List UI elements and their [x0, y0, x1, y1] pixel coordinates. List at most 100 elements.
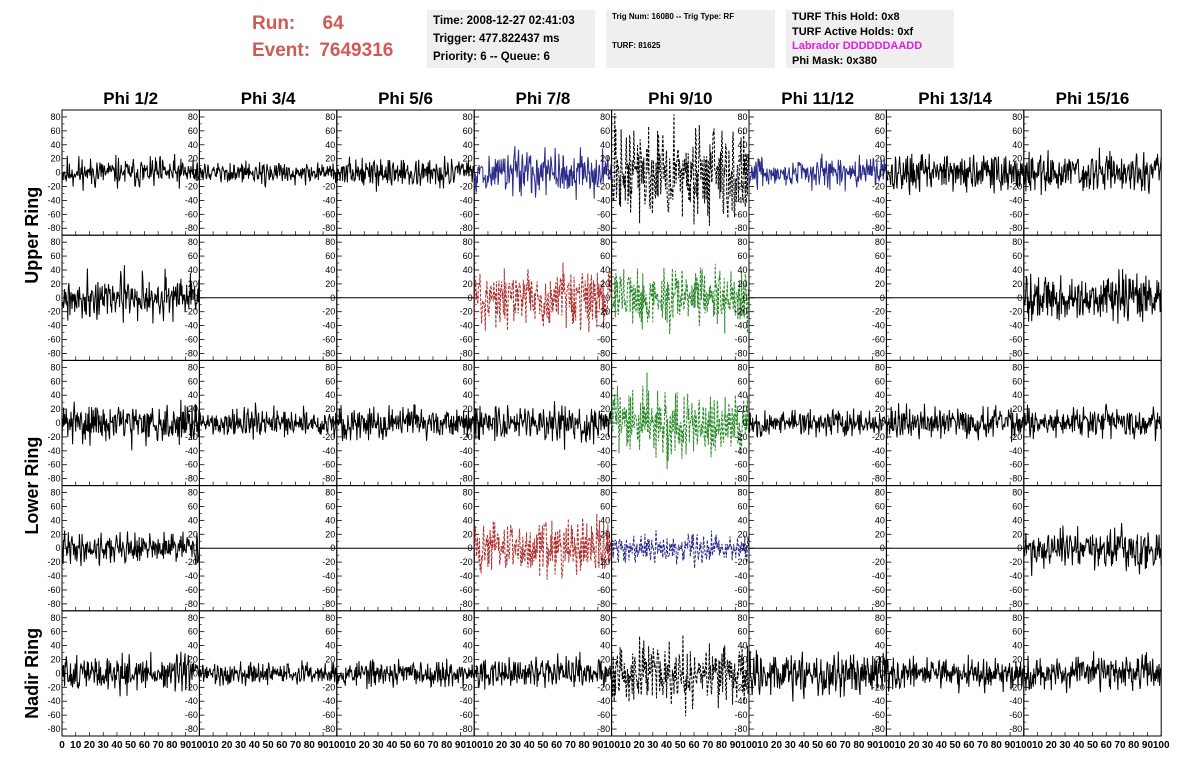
waveform-line — [1023, 651, 1162, 694]
column-header: Phi 5/6 — [378, 89, 433, 108]
y-tick-label: 60 — [875, 126, 885, 136]
x-tick-label: 30 — [98, 740, 110, 751]
y-tick-label: -80 — [185, 348, 198, 358]
y-tick-label: -60 — [322, 209, 335, 219]
waveform-panel: -80 -60 -40 -20 0 20 40 60 80 — [872, 610, 1025, 737]
y-tick-label: -20 — [872, 307, 885, 317]
waveform-line — [1023, 403, 1162, 442]
waveform-panel: -80 -60 -40 -20 0 20 40 60 80 — [460, 485, 613, 612]
x-tick-label: 10 — [482, 740, 494, 751]
waveform-line — [198, 660, 338, 687]
y-tick-label: -60 — [1009, 209, 1022, 219]
waveform-line — [611, 530, 750, 569]
y-tick-label: 0 — [880, 418, 885, 428]
y-tick-label: -80 — [872, 599, 885, 609]
y-tick-label: -60 — [597, 335, 610, 345]
waveform-panel: -80 -60 -40 -20 0 20 40 60 80 — [322, 485, 475, 612]
x-tick-label: 10 — [345, 740, 357, 751]
y-tick-label: 20 — [600, 154, 610, 164]
x-tick-label: 70 — [702, 740, 714, 751]
x-tick-label: 50 — [263, 740, 275, 751]
waveform-panel: -80 -60 -40 -20 0 20 40 60 80 — [734, 610, 887, 737]
y-tick-label: 0 — [880, 668, 885, 678]
x-tick-label: 60 — [826, 740, 838, 751]
y-tick-label: 80 — [463, 362, 473, 372]
y-tick-label: -20 — [597, 432, 610, 442]
waveform-line — [611, 113, 750, 227]
y-tick-label: -40 — [460, 321, 473, 331]
waveform-line — [473, 146, 613, 201]
y-tick-label: 0 — [1017, 418, 1022, 428]
y-tick-label: 60 — [600, 501, 610, 511]
y-tick-label: -40 — [734, 446, 747, 456]
y-tick-label: 80 — [188, 112, 198, 122]
y-tick-label: -20 — [1009, 182, 1022, 192]
y-tick-label: -20 — [185, 182, 198, 192]
x-tick-label: 100 — [1015, 740, 1032, 751]
waveform-line — [473, 401, 613, 450]
waveform-panel: -80 -60 -40 -20 0 20 40 60 80 — [734, 485, 887, 612]
y-tick-label: 40 — [600, 390, 610, 400]
y-tick-label: 0 — [193, 668, 198, 678]
waveform-line — [748, 408, 887, 438]
y-tick-label: 0 — [330, 543, 335, 553]
y-tick-label: -60 — [322, 585, 335, 595]
y-tick-label: 20 — [50, 279, 60, 289]
x-tick-label: 20 — [359, 740, 371, 751]
y-tick-label: 80 — [325, 613, 335, 623]
x-tick-label: 80 — [166, 740, 178, 751]
y-tick-label: -80 — [322, 474, 335, 484]
y-tick-label: 80 — [50, 237, 60, 247]
y-tick-label: 20 — [188, 529, 198, 539]
y-tick-label: -20 — [872, 182, 885, 192]
y-tick-label: 60 — [325, 376, 335, 386]
y-tick-label: 0 — [468, 543, 473, 553]
priority-text: Priority: 6 -- Queue: 6 — [433, 51, 550, 63]
y-tick-label: 20 — [875, 279, 885, 289]
y-tick-label: 0 — [468, 668, 473, 678]
y-tick-label: -60 — [185, 209, 198, 219]
x-tick-label: 100 — [466, 740, 483, 751]
y-tick-label: 0 — [742, 168, 747, 178]
y-tick-label: 40 — [188, 140, 198, 150]
y-tick-label: -40 — [597, 446, 610, 456]
y-tick-label: -60 — [322, 710, 335, 720]
y-tick-label: 40 — [737, 140, 747, 150]
y-tick-label: -40 — [734, 195, 747, 205]
waveform-panel: -80 -60 -40 -20 0 20 40 60 80 — [185, 234, 338, 361]
y-tick-label: -60 — [872, 209, 885, 219]
y-tick-label: -60 — [872, 460, 885, 470]
y-tick-label: 60 — [50, 126, 60, 136]
waveform-panel: -80 -60 -40 -20 0 20 40 60 80 — [734, 109, 887, 236]
y-tick-label: -40 — [322, 571, 335, 581]
x-tick-label: 50 — [1087, 740, 1099, 751]
y-tick-label: 60 — [1012, 251, 1022, 261]
y-tick-label: 20 — [50, 154, 60, 164]
y-tick-label: 20 — [875, 654, 885, 664]
y-tick-label: -40 — [185, 446, 198, 456]
y-tick-label: -40 — [322, 696, 335, 706]
y-tick-label: -20 — [460, 307, 473, 317]
y-tick-label: 40 — [463, 140, 473, 150]
y-tick-label: -60 — [1009, 585, 1022, 595]
waveform-panel: -80 -60 -40 -20 0 20 40 60 80 — [597, 610, 750, 737]
y-tick-label: 0 — [330, 293, 335, 303]
y-tick-label: 0 — [330, 418, 335, 428]
waveform-line — [473, 262, 613, 333]
y-tick-label: -20 — [47, 307, 60, 317]
y-tick-label: -80 — [460, 348, 473, 358]
y-tick-label: -80 — [872, 223, 885, 233]
y-tick-label: 0 — [55, 668, 60, 678]
y-tick-label: -60 — [597, 585, 610, 595]
waveform-panel: -80 -60 -40 -20 0 20 40 60 80 — [185, 485, 338, 612]
x-tick-label: 30 — [785, 740, 797, 751]
waveform-line — [886, 654, 1025, 694]
y-tick-label: -80 — [185, 599, 198, 609]
y-tick-label: -40 — [597, 195, 610, 205]
waveform-line — [748, 649, 887, 702]
waveform-line — [61, 265, 200, 324]
x-tick-label: 90 — [867, 740, 879, 751]
x-tick-label: 50 — [537, 740, 549, 751]
y-tick-label: 40 — [50, 390, 60, 400]
